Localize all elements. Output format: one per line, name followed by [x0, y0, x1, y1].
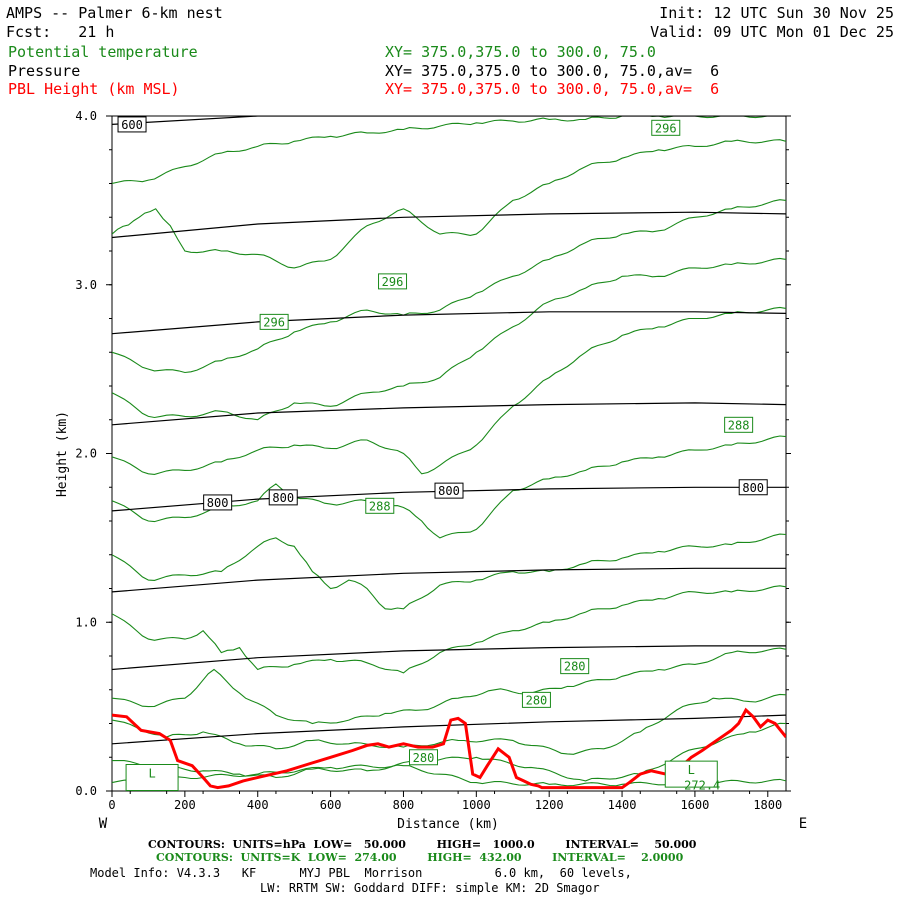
pressure-label-box: [434, 482, 464, 499]
var-pbl-xy: XY= 375.0,375.0 to 300.0, 75.0,av= 6: [385, 80, 720, 98]
pressure-600-line: [112, 116, 786, 125]
theta-284-line: [112, 585, 786, 674]
pressure-label: 800: [272, 491, 294, 505]
y-tick-label: 3.0: [75, 278, 97, 292]
theta-282-line: [112, 647, 786, 725]
pressure-label: 800: [438, 484, 460, 498]
theta-label-box: [521, 691, 551, 708]
pressure-label-box: [117, 116, 147, 133]
x-tick-label: 1200: [535, 798, 564, 812]
theta-label: 288: [728, 418, 750, 432]
pbl-layer: [112, 707, 786, 790]
var-pressure-name: Pressure: [8, 62, 81, 80]
theta-292-line: [112, 257, 786, 421]
footer-physics: LW: RRTM SW: Goddard DIFF: simple KM: 2D…: [260, 881, 600, 895]
pbl-value-label: 272.4: [684, 779, 720, 793]
theta-286-line: [112, 533, 786, 610]
low-marker-label: L: [688, 763, 695, 777]
x-tick-label: 800: [393, 798, 415, 812]
theta-label-box: [378, 273, 408, 290]
pressure-layer: [112, 116, 786, 745]
x-tick-label: 1600: [680, 798, 709, 812]
theta-label: 280: [413, 751, 435, 765]
low-marker-box: [664, 760, 718, 788]
theta-label-box: [560, 658, 590, 675]
y-tick-label: 2.0: [75, 447, 97, 461]
west-label: W: [99, 816, 108, 832]
theta-label: 296: [263, 315, 285, 329]
theta-label: 280: [564, 660, 586, 674]
low-marker-box: [125, 764, 179, 791]
x-tick-label: 400: [247, 798, 269, 812]
app-title: AMPS -- Palmer 6-km nest: [6, 4, 223, 22]
theta-290-line: [112, 306, 786, 475]
theta-layer: [112, 116, 786, 787]
pressure-900-line: [112, 645, 786, 671]
y-tick-label: 0.0: [75, 784, 97, 798]
theta-label-box: [365, 497, 395, 514]
var-theta-name: Potential temperature: [8, 43, 198, 61]
theta-296-line: [112, 139, 786, 269]
footer-contours-pressure: CONTOURS: UNITS=hPa LOW= 50.000 HIGH= 10…: [148, 838, 697, 851]
pressure-label: 800: [207, 496, 229, 510]
y-axis-title: Height (km): [55, 411, 70, 497]
east-label: E: [799, 816, 807, 832]
theta-280-line: [112, 693, 786, 755]
theta-label-box: [408, 749, 438, 766]
x-tick-label: 1400: [608, 798, 637, 812]
axes-layer: 0 200 400 600 800 1000 1200 1400 1600 1800 0.0 1.0 2…: [75, 109, 791, 812]
pressure-700-line: [112, 311, 786, 335]
pressure-label: 800: [742, 481, 764, 495]
pressure-label-box: [203, 494, 233, 511]
forecast-hour: Fcst: 21 h: [6, 23, 115, 41]
theta-278-line: [112, 722, 786, 782]
x-tick-label: 200: [174, 798, 196, 812]
plot-frame: [111, 115, 787, 792]
pressure-750-line: [112, 402, 786, 426]
y-tick-label: 4.0: [75, 109, 97, 123]
init-time: Init: 12 UTC Sun 30 Nov 25: [659, 4, 894, 22]
low-marker-label: L: [148, 767, 155, 781]
x-tick-label: 1800: [753, 798, 782, 812]
theta-294-line: [112, 199, 786, 374]
x-tick-label: 600: [320, 798, 342, 812]
pressure-650-line: [112, 211, 786, 239]
theta-label-box: [259, 313, 289, 330]
footer-model-info: Model Info: V4.3.3 KF MYJ PBL Morrison 6…: [90, 866, 632, 880]
x-tick-label: 0: [108, 798, 115, 812]
theta-label: 280: [526, 693, 548, 707]
theta-label: 288: [369, 499, 391, 513]
pressure-label: 600: [121, 118, 143, 132]
var-theta-xy: XY= 375.0,375.0 to 300.0, 75.0: [385, 43, 656, 61]
var-pressure-xy: XY= 375.0,375.0 to 300.0, 75.0,av= 6: [385, 62, 720, 80]
pressure-950-line: [112, 714, 786, 745]
pressure-label-box: [738, 479, 768, 496]
theta-label-box: [724, 416, 754, 433]
theta-label-box: [651, 119, 681, 136]
pressure-label-box: [268, 489, 298, 506]
theta-label: 296: [655, 121, 677, 135]
pbl-height-line: [112, 707, 786, 790]
y-tick-label: 1.0: [75, 615, 97, 629]
x-axis-title: Distance (km): [397, 817, 499, 832]
theta-298-line: [112, 116, 786, 185]
valid-time: Valid: 09 UTC Mon 01 Dec 25: [650, 23, 894, 41]
pressure-850-line: [112, 567, 786, 593]
footer-contours-theta: CONTOURS: UNITS=K LOW= 274.00 HIGH= 432.…: [156, 851, 684, 864]
pressure-800-line: [112, 486, 786, 512]
var-pbl-name: PBL Height (km MSL): [8, 80, 180, 98]
labels-layer: 600 800 800 800 800 296 296 296 288 288 280 280 280 L…: [117, 116, 768, 793]
x-tick-label: 1000: [462, 798, 491, 812]
theta-label: 296: [382, 275, 404, 289]
